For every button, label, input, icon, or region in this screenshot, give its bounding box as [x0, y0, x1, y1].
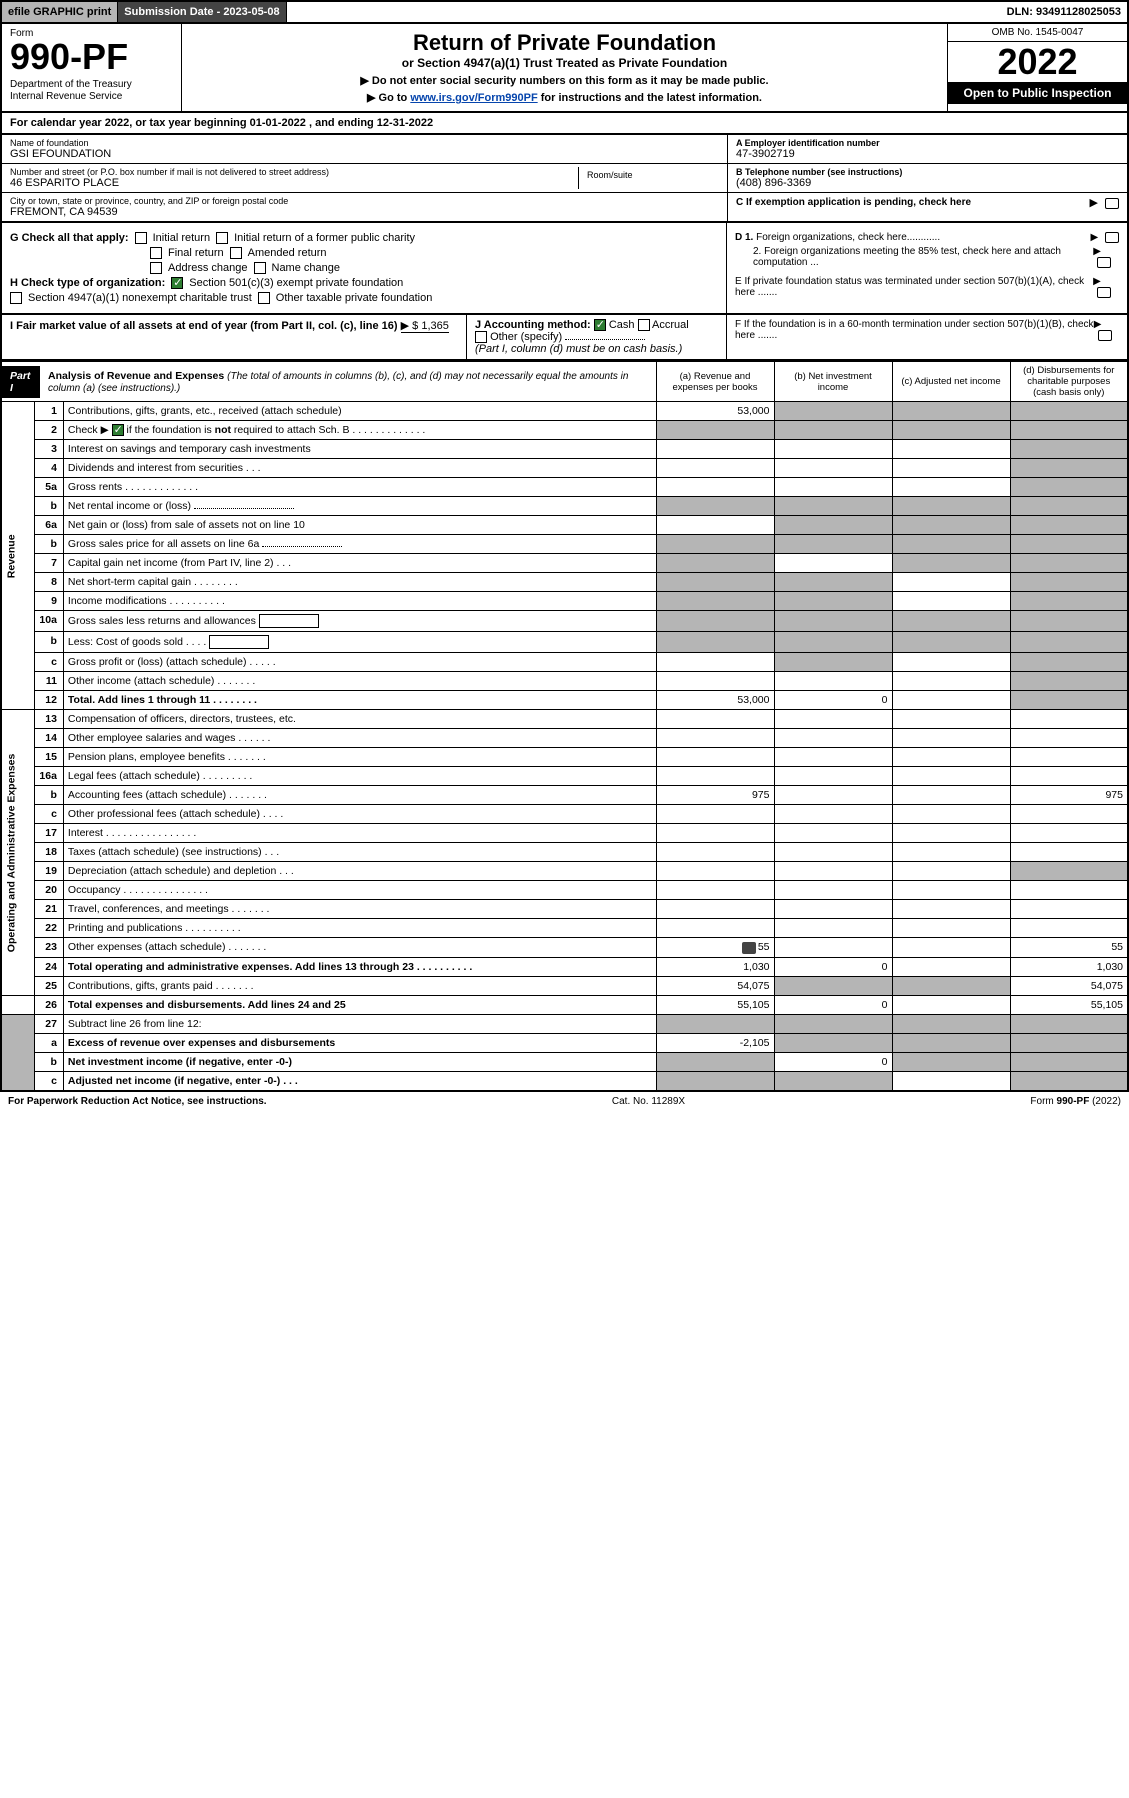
form-header: Form 990-PF Department of the Treasury I…: [0, 24, 1129, 113]
checkbox-cash[interactable]: [594, 319, 606, 331]
ein-cell: A Employer identification number 47-3902…: [728, 135, 1127, 164]
form-id-block: Form 990-PF Department of the Treasury I…: [2, 24, 182, 111]
checkbox-c[interactable]: [1105, 198, 1119, 209]
footer-mid: Cat. No. 11289X: [612, 1096, 685, 1107]
irs-link[interactable]: www.irs.gov/Form990PF: [410, 92, 537, 104]
checkbox-d1[interactable]: [1105, 232, 1119, 243]
attachment-icon[interactable]: [742, 942, 756, 954]
checkbox-d2[interactable]: [1097, 257, 1111, 268]
instr-line-1: ▶ Do not enter social security numbers o…: [192, 74, 937, 87]
form-subtitle: or Section 4947(a)(1) Trust Treated as P…: [192, 56, 937, 70]
arrow-icon: ▶: [1089, 196, 1119, 209]
checkbox-initial-return[interactable]: [135, 232, 147, 244]
room-cell: Room/suite: [579, 167, 719, 189]
h-row: H Check type of organization: Section 50…: [10, 277, 718, 289]
open-inspection: Open to Public Inspection: [948, 82, 1127, 104]
i-cell: I Fair market value of all assets at end…: [2, 315, 467, 359]
instr-line-2: ▶ Go to www.irs.gov/Form990PF for instru…: [192, 91, 937, 104]
top-bar: efile GRAPHIC print Submission Date - 20…: [0, 0, 1129, 24]
g-row: G Check all that apply: Initial return I…: [10, 232, 718, 244]
footer-left: For Paperwork Reduction Act Notice, see …: [8, 1096, 267, 1107]
calendar-year-row: For calendar year 2022, or tax year begi…: [0, 113, 1129, 135]
checkbox-final[interactable]: [150, 247, 162, 259]
j-cell: J Accounting method: Cash Accrual Other …: [467, 315, 727, 359]
checkbox-other-method[interactable]: [475, 331, 487, 343]
checkbox-501c3[interactable]: [171, 277, 183, 289]
f-cell: F If the foundation is in a 60-month ter…: [727, 315, 1127, 359]
address-row: Number and street (or P.O. box number if…: [2, 164, 727, 193]
form-title: Return of Private Foundation: [192, 30, 937, 56]
part1-table: Part I Analysis of Revenue and Expenses …: [0, 361, 1129, 1091]
checkbox-name-change[interactable]: [254, 262, 266, 274]
phone-cell: B Telephone number (see instructions) (4…: [728, 164, 1127, 193]
part1-label: Part I: [2, 366, 40, 398]
tax-year: 2022: [948, 42, 1127, 82]
foundation-name-cell: Name of foundation GSI EFOUNDATION: [2, 135, 727, 164]
form-title-block: Return of Private Foundation or Section …: [182, 24, 947, 111]
col-d-head: (d) Disbursements for charitable purpose…: [1010, 362, 1128, 402]
omb-number: OMB No. 1545-0047: [948, 24, 1127, 42]
identification-block: Name of foundation GSI EFOUNDATION Numbe…: [0, 135, 1129, 223]
year-block: OMB No. 1545-0047 2022 Open to Public In…: [947, 24, 1127, 111]
street-cell: Number and street (or P.O. box number if…: [10, 167, 579, 189]
page-footer: For Paperwork Reduction Act Notice, see …: [0, 1092, 1129, 1111]
checkbox-address-change[interactable]: [150, 262, 162, 274]
c-cell: C If exemption application is pending, c…: [728, 193, 1127, 212]
revenue-label: Revenue: [1, 402, 35, 710]
submission-date: Submission Date - 2023-05-08: [118, 2, 286, 22]
checkbox-other-taxable[interactable]: [258, 292, 270, 304]
checkbox-f[interactable]: [1098, 330, 1112, 341]
footer-right: Form 990-PF (2022): [1030, 1096, 1121, 1107]
expenses-label: Operating and Administrative Expenses: [1, 710, 35, 995]
checkbox-e[interactable]: [1097, 287, 1111, 298]
check-g-section: G Check all that apply: Initial return I…: [0, 223, 1129, 315]
checkbox-initial-former[interactable]: [216, 232, 228, 244]
col-c-head: (c) Adjusted net income: [892, 362, 1010, 402]
efile-label[interactable]: efile GRAPHIC print: [2, 2, 118, 22]
ij-section: I Fair market value of all assets at end…: [0, 315, 1129, 361]
checkbox-amended[interactable]: [230, 247, 242, 259]
department-label: Department of the Treasury Internal Reve…: [10, 79, 173, 103]
form-number: 990-PF: [10, 39, 173, 75]
city-cell: City or town, state or province, country…: [2, 193, 727, 221]
col-a-head: (a) Revenue and expenses per books: [656, 362, 774, 402]
checkbox-accrual[interactable]: [638, 319, 650, 331]
checkbox-4947[interactable]: [10, 292, 22, 304]
checkbox-sch-b[interactable]: [112, 424, 124, 436]
col-b-head: (b) Net investment income: [774, 362, 892, 402]
dln-label: DLN: 93491128025053: [1001, 2, 1127, 22]
